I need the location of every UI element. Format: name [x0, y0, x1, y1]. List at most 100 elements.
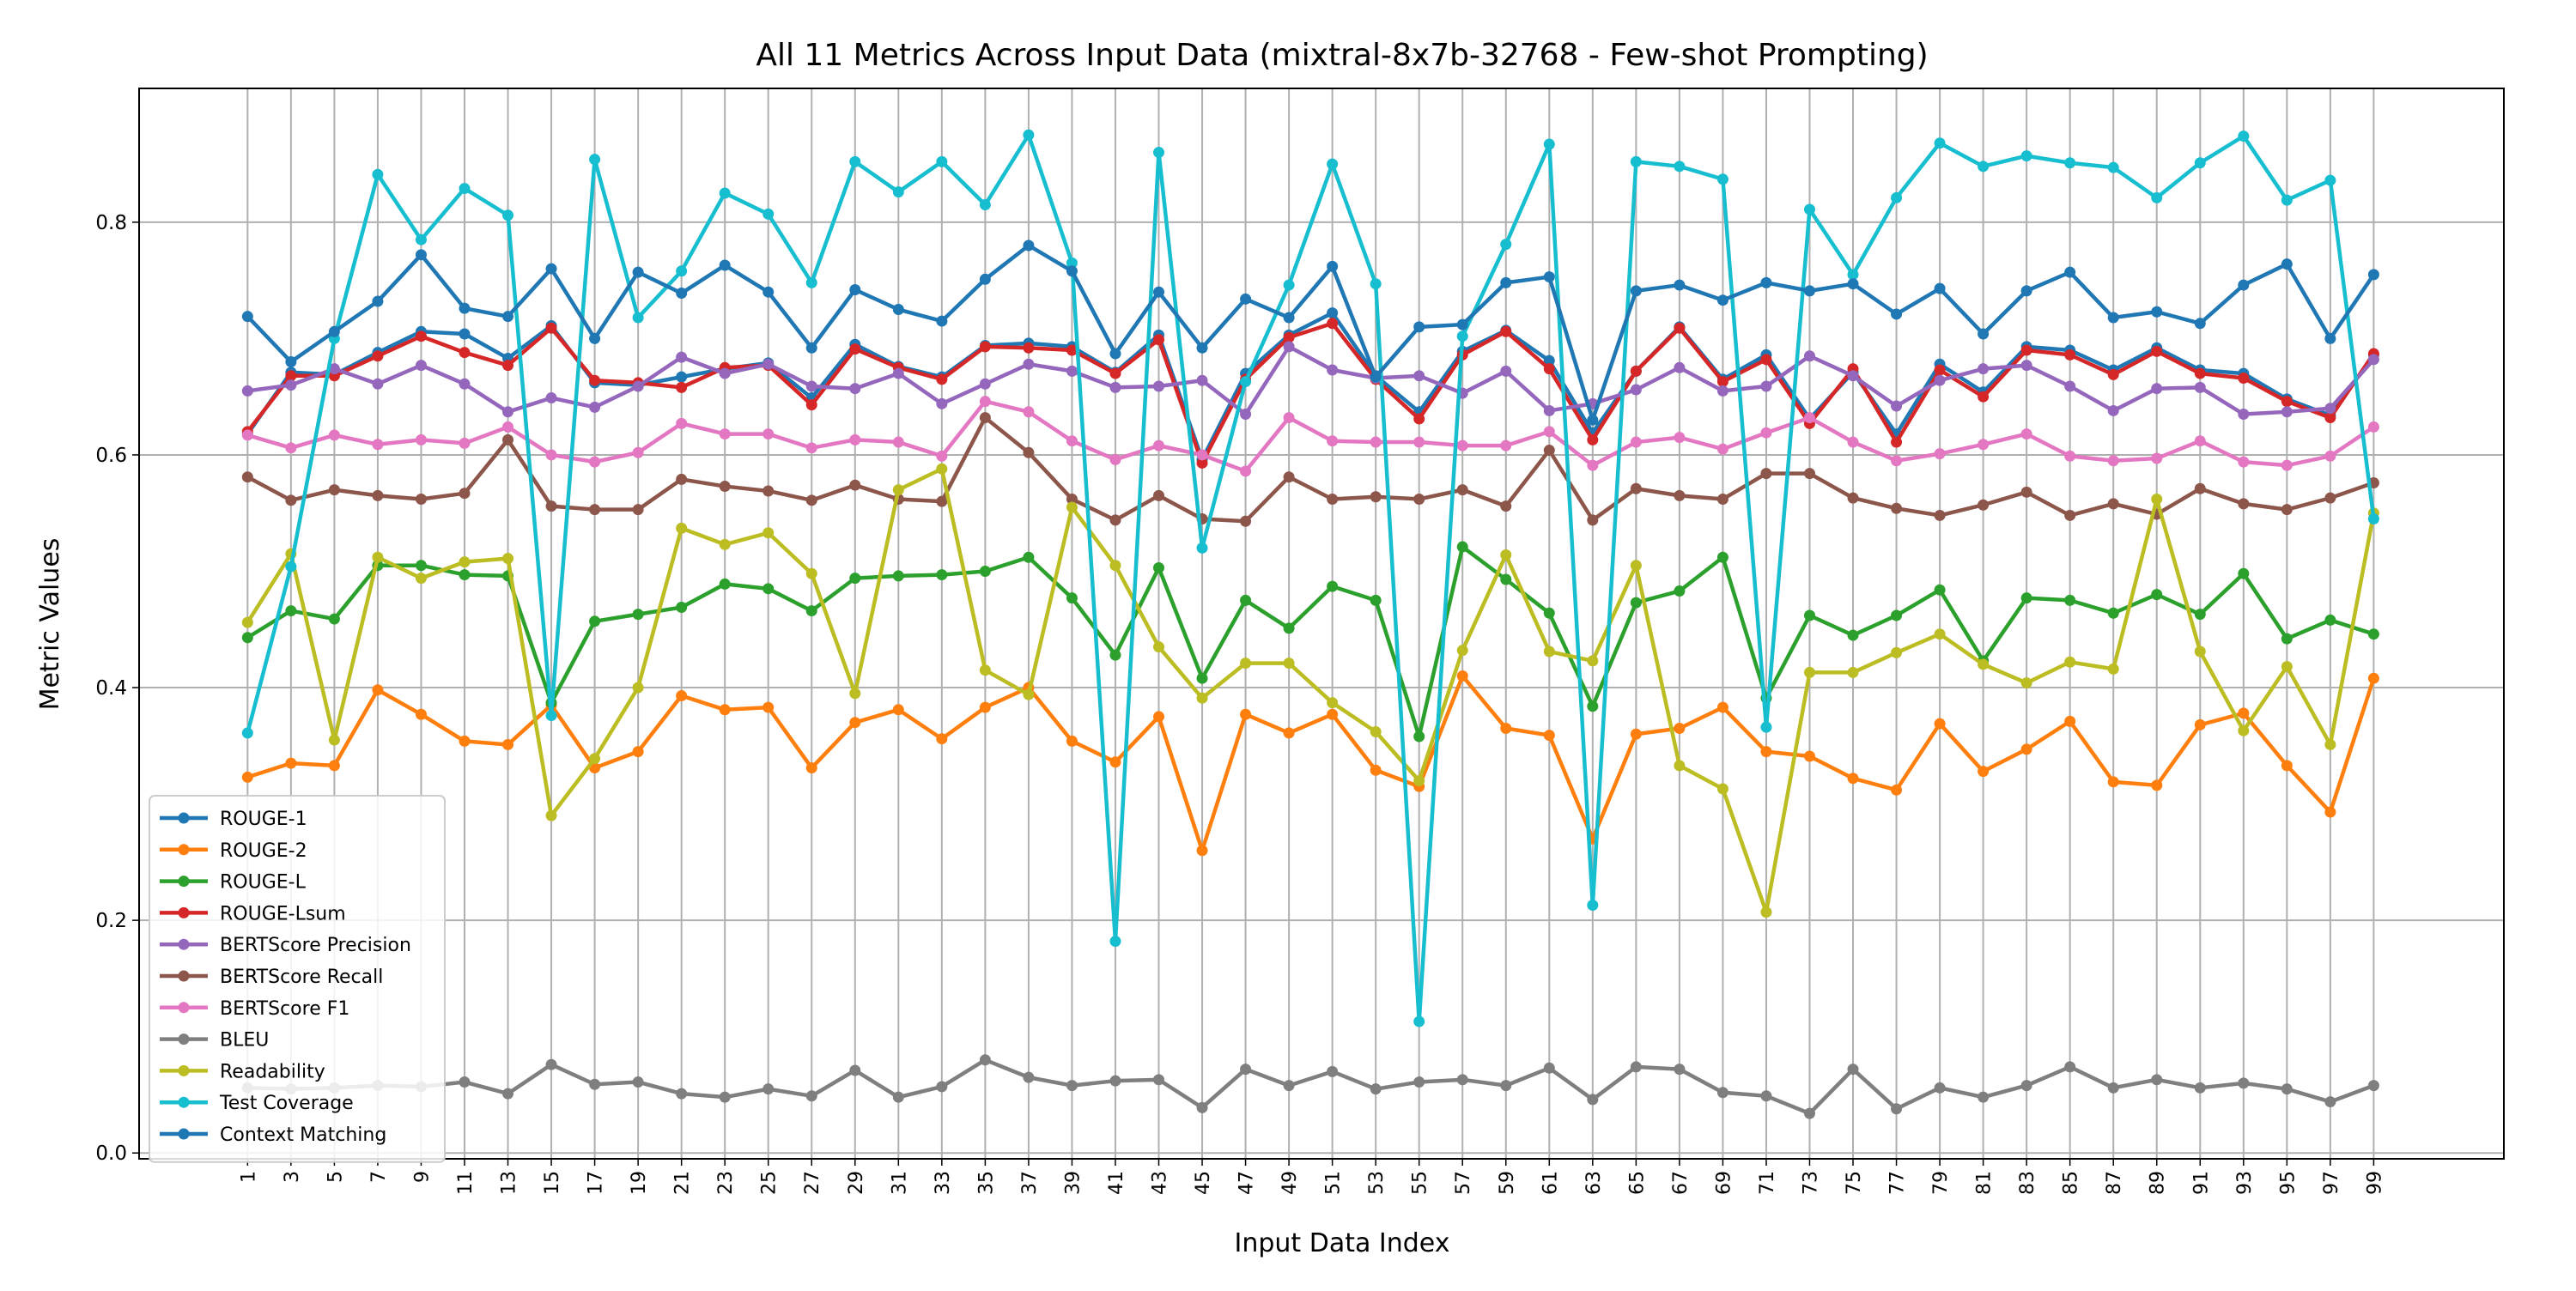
data-point	[2151, 493, 2163, 505]
legend-swatch-marker	[178, 1096, 190, 1108]
data-point	[2367, 269, 2379, 281]
data-point	[372, 551, 384, 563]
data-point	[849, 343, 861, 355]
data-point	[2281, 661, 2293, 673]
data-point	[805, 567, 817, 579]
data-point	[1674, 279, 1686, 291]
data-point	[1370, 278, 1382, 290]
legend-label: Test Coverage	[219, 1093, 354, 1114]
data-point	[2107, 368, 2119, 380]
data-point	[805, 276, 817, 288]
data-point	[328, 363, 340, 375]
data-point	[805, 1090, 817, 1102]
data-point	[805, 494, 817, 506]
data-point	[1978, 766, 1990, 778]
x-tick-label: 33	[933, 1171, 954, 1195]
data-point	[589, 753, 601, 765]
data-point	[1760, 746, 1772, 758]
data-point	[1109, 453, 1121, 465]
data-point	[805, 605, 817, 617]
x-tick-label: 31	[889, 1171, 910, 1195]
data-point	[1413, 493, 1425, 505]
data-point	[2151, 779, 2163, 791]
data-point	[1674, 1064, 1686, 1076]
legend-item: ROUGE-Lsum	[160, 903, 346, 924]
data-point	[805, 442, 817, 454]
legend-item: Context Matching	[160, 1124, 386, 1146]
data-point	[1630, 384, 1642, 396]
data-point	[2107, 1082, 2119, 1094]
data-point	[1153, 489, 1165, 501]
data-point	[1283, 341, 1295, 353]
data-point	[979, 1054, 991, 1066]
data-point	[2367, 354, 2379, 366]
data-point	[979, 273, 991, 285]
grid	[139, 88, 2504, 1159]
data-point	[1413, 730, 1425, 742]
data-point	[1370, 764, 1382, 776]
data-point	[241, 632, 253, 644]
data-point	[1109, 936, 1121, 948]
data-point	[1847, 492, 1859, 504]
series-readability	[241, 463, 2379, 918]
x-tick-label: 69	[1713, 1171, 1735, 1195]
data-point	[2281, 194, 2293, 206]
data-point	[1500, 573, 1512, 585]
x-tick-label: 71	[1757, 1171, 1778, 1195]
data-point	[2194, 318, 2206, 330]
x-tick-label: 27	[802, 1171, 823, 1195]
data-point	[285, 379, 297, 391]
data-point	[1716, 173, 1728, 185]
data-point	[1674, 322, 1686, 334]
data-point	[849, 155, 861, 167]
series-line	[246, 415, 2375, 524]
data-point	[415, 573, 427, 585]
x-tick-label: 23	[715, 1171, 737, 1195]
data-point	[372, 168, 384, 180]
data-point	[676, 288, 688, 300]
chart-title: All 11 Metrics Across Input Data (mixtra…	[756, 38, 1928, 73]
data-point	[1023, 688, 1035, 700]
data-point	[2151, 191, 2163, 203]
y-tick-label: 0.2	[95, 910, 127, 932]
data-point	[1066, 493, 1078, 505]
series-line	[246, 674, 2376, 853]
data-point	[1803, 1107, 1815, 1119]
data-point	[1587, 459, 1599, 471]
data-point	[1978, 439, 1990, 451]
data-point	[459, 1076, 471, 1088]
data-point	[849, 479, 861, 491]
data-point	[1630, 365, 1642, 377]
data-point	[2020, 360, 2032, 372]
data-point	[2194, 646, 2206, 658]
data-point	[1587, 514, 1599, 526]
data-point	[1934, 1082, 1946, 1094]
data-point	[1370, 726, 1382, 738]
data-point	[1370, 491, 1382, 503]
data-point	[415, 708, 427, 720]
data-point	[1240, 708, 1252, 720]
data-point	[1456, 670, 1468, 682]
data-point	[328, 734, 340, 746]
data-point	[2020, 428, 2032, 440]
data-point	[2238, 409, 2250, 421]
data-point	[2064, 656, 2076, 668]
data-point	[1456, 330, 1468, 342]
data-point	[1716, 1087, 1728, 1099]
data-point	[1240, 409, 1252, 421]
legend-item: Readability	[160, 1061, 325, 1082]
data-point	[676, 690, 688, 702]
data-point	[2367, 628, 2379, 640]
data-point	[1674, 585, 1686, 597]
data-point	[1803, 285, 1815, 297]
legend-swatch-marker	[178, 938, 190, 950]
data-point	[1023, 358, 1035, 370]
data-point	[1891, 400, 1903, 412]
data-point	[2064, 349, 2076, 361]
data-point	[1934, 628, 1946, 640]
data-point	[849, 1064, 861, 1076]
data-point	[415, 330, 427, 342]
data-point	[2107, 404, 2119, 416]
data-point	[2238, 456, 2250, 468]
data-point	[1543, 138, 1555, 150]
